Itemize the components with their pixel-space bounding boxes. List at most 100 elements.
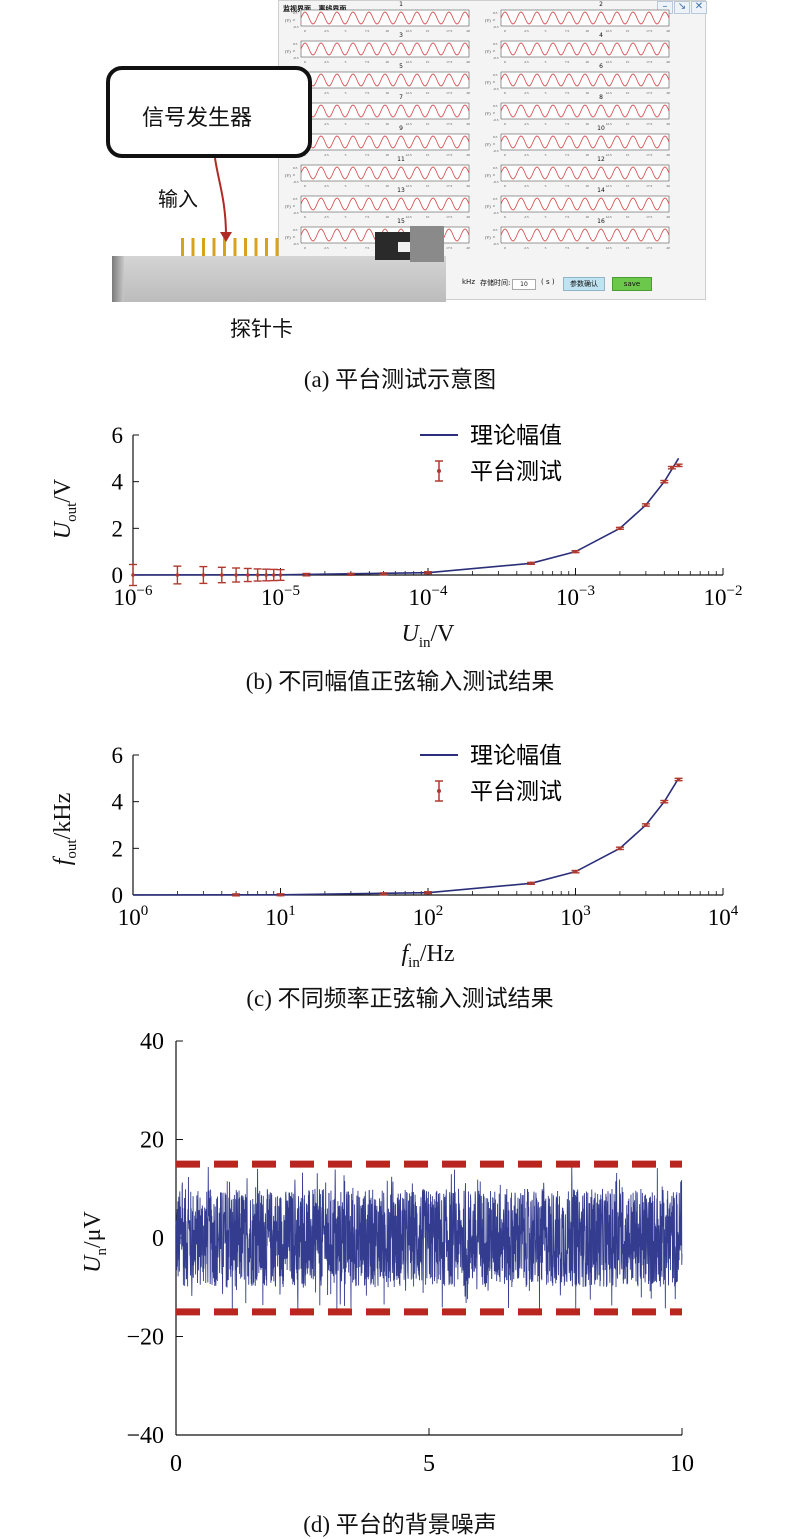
plot-x-tick: 15 bbox=[426, 91, 430, 95]
plot-x-tick: 5 bbox=[345, 60, 347, 64]
plot-y-unit: (V) bbox=[285, 204, 291, 209]
plot-title: 4 bbox=[599, 32, 603, 39]
plot-x-tick: 20 bbox=[666, 153, 670, 157]
close-icon[interactable]: ✕ bbox=[691, 1, 707, 14]
plot-x-tick: 2.5 bbox=[524, 60, 529, 64]
waveform-svg: (V)0.5 0 -0.5 0 2.5 5 7.5 10 12.5 15 17.5 20 bbox=[485, 9, 670, 33]
plot-x-tick: 20 bbox=[466, 215, 470, 219]
plot-y-tick: -0.5 bbox=[493, 25, 499, 29]
plot-x-tick: 5 bbox=[545, 184, 547, 188]
plot-x-tick: 5 bbox=[345, 122, 347, 126]
plot-y-tick: 0.5 bbox=[293, 166, 298, 170]
plot-x-tick: 20 bbox=[666, 91, 670, 95]
measurement-errorbar bbox=[424, 890, 432, 895]
plot-x-tick: 5 bbox=[545, 91, 547, 95]
measurement-point bbox=[131, 573, 135, 577]
plot-x-tick: 2.5 bbox=[524, 122, 529, 126]
input-label: 输入 bbox=[158, 187, 198, 211]
plot-x-tick: 17.5 bbox=[446, 246, 452, 250]
tab-monitor[interactable]: 监视界面 bbox=[283, 5, 311, 13]
plot-x-tick: 5 bbox=[345, 184, 347, 188]
waveform-svg: (V)0.5 0 -0.5 0 2.5 5 7.5 10 12.5 15 17.5 20 bbox=[485, 40, 670, 64]
storage-time-input[interactable]: 10 bbox=[512, 279, 536, 290]
waveform-svg: (V)0.5 0 -0.5 0 2.5 5 7.5 10 12.5 15 17.5 20 bbox=[485, 164, 670, 188]
tab-offline[interactable]: 离线界面 bbox=[318, 5, 347, 13]
plot-x-tick: 20 bbox=[666, 215, 670, 219]
plot-x-tick: 0 bbox=[504, 91, 506, 95]
plot-x-tick: 20 bbox=[666, 60, 670, 64]
waveform-svg: (V)0.5 0 -0.5 0 2.5 5 7.5 10 12.5 15 17.5 20 bbox=[285, 195, 470, 219]
plot-x-tick: 17.5 bbox=[646, 29, 652, 33]
plot-y-tick: 0.5 bbox=[493, 42, 498, 46]
plot-y-unit: (V) bbox=[485, 235, 491, 240]
waveform-svg: (V)0.5 0 -0.5 0 2.5 5 7.5 10 12.5 15 17.5 20 bbox=[485, 226, 670, 250]
save-button[interactable]: save bbox=[612, 277, 652, 291]
x-tick-label: 104 bbox=[708, 903, 739, 930]
plot-x-tick: 5 bbox=[345, 215, 347, 219]
measurement-errorbar bbox=[232, 567, 241, 583]
measurement-errorbar bbox=[243, 567, 252, 583]
measurement-point bbox=[220, 573, 224, 577]
plot-x-tick: 2.5 bbox=[524, 29, 529, 33]
probe-card-drawing bbox=[112, 157, 446, 302]
measurement-errorbar bbox=[276, 892, 285, 897]
measurement-point bbox=[676, 777, 681, 782]
sine-trace bbox=[500, 73, 670, 87]
plot-y-tick: 0 bbox=[493, 235, 495, 239]
plot-x-tick: 7.5 bbox=[365, 246, 370, 250]
plot-y-tick: 0.5 bbox=[493, 73, 498, 77]
plot-y-tick: 0 bbox=[493, 142, 495, 146]
plot-x-tick: 7.5 bbox=[365, 29, 370, 33]
measurement-point bbox=[573, 549, 578, 554]
measurement-point bbox=[529, 881, 533, 886]
sine-trace bbox=[500, 42, 670, 56]
measurement-errorbar bbox=[660, 799, 669, 804]
measurement-point bbox=[201, 573, 206, 577]
plot-x-tick: 15 bbox=[426, 29, 430, 33]
sine-trace bbox=[300, 73, 470, 87]
probe-pin bbox=[244, 238, 247, 257]
plot-x-tick: 17.5 bbox=[446, 60, 452, 64]
measurement-point bbox=[245, 573, 250, 577]
plot-x-tick: 7.5 bbox=[365, 153, 370, 157]
plot-x-tick: 0 bbox=[504, 60, 506, 64]
plot-x-tick: 0 bbox=[304, 184, 306, 188]
restore-icon[interactable]: ↘ bbox=[674, 1, 690, 14]
plot-x-tick: 17.5 bbox=[446, 184, 452, 188]
sine-trace bbox=[500, 104, 670, 118]
plot-x-tick: 17.5 bbox=[446, 153, 452, 157]
plot-x-tick: 5 bbox=[545, 60, 547, 64]
plot-x-tick: 12.5 bbox=[406, 60, 412, 64]
measurement-point bbox=[573, 869, 578, 874]
sine-trace bbox=[500, 166, 670, 180]
plot-x-tick: 15 bbox=[626, 184, 630, 188]
plot-y-tick: -0.5 bbox=[493, 118, 499, 122]
plot-x-tick: 7.5 bbox=[365, 184, 370, 188]
frequency-response-chart: 0 2 4 6 100 101 102 103 104 fin/Hz fout/kHz 理论幅值平台测… bbox=[50, 743, 739, 971]
plot-x-tick: 15 bbox=[626, 153, 630, 157]
plot-x-tick: 10 bbox=[385, 29, 389, 33]
plot-x-tick: 15 bbox=[426, 184, 430, 188]
plot-x-tick: 5 bbox=[545, 215, 547, 219]
plot-x-tick: 2.5 bbox=[524, 246, 529, 250]
measurement-errorbar bbox=[615, 526, 624, 531]
sine-trace bbox=[300, 135, 470, 149]
plot-x-tick: 10 bbox=[385, 215, 389, 219]
plot-y-tick: 0 bbox=[493, 111, 495, 115]
plot-y-tick: -0.5 bbox=[293, 211, 299, 215]
caption-d: (d) 平台的背景噪声 bbox=[303, 1512, 497, 1537]
plot-title: 14 bbox=[597, 187, 605, 194]
measurement-errorbar bbox=[232, 893, 241, 897]
theory-line bbox=[132, 777, 680, 896]
sine-trace bbox=[300, 11, 470, 25]
plot-y-tick: 0.5 bbox=[493, 228, 498, 232]
plot-x-tick: 12.5 bbox=[406, 122, 412, 126]
probe-card-edge bbox=[112, 256, 124, 302]
measurement-errorbar bbox=[346, 572, 355, 577]
measurement-point bbox=[676, 463, 681, 468]
khz-unit: kHz bbox=[462, 278, 475, 286]
plot-y-tick: 0.5 bbox=[493, 11, 498, 15]
confirm-parameters-button[interactable]: 参数确认 bbox=[563, 277, 605, 291]
plot-x-tick: 5 bbox=[345, 29, 347, 33]
plot-y-tick: 0 bbox=[493, 18, 495, 22]
